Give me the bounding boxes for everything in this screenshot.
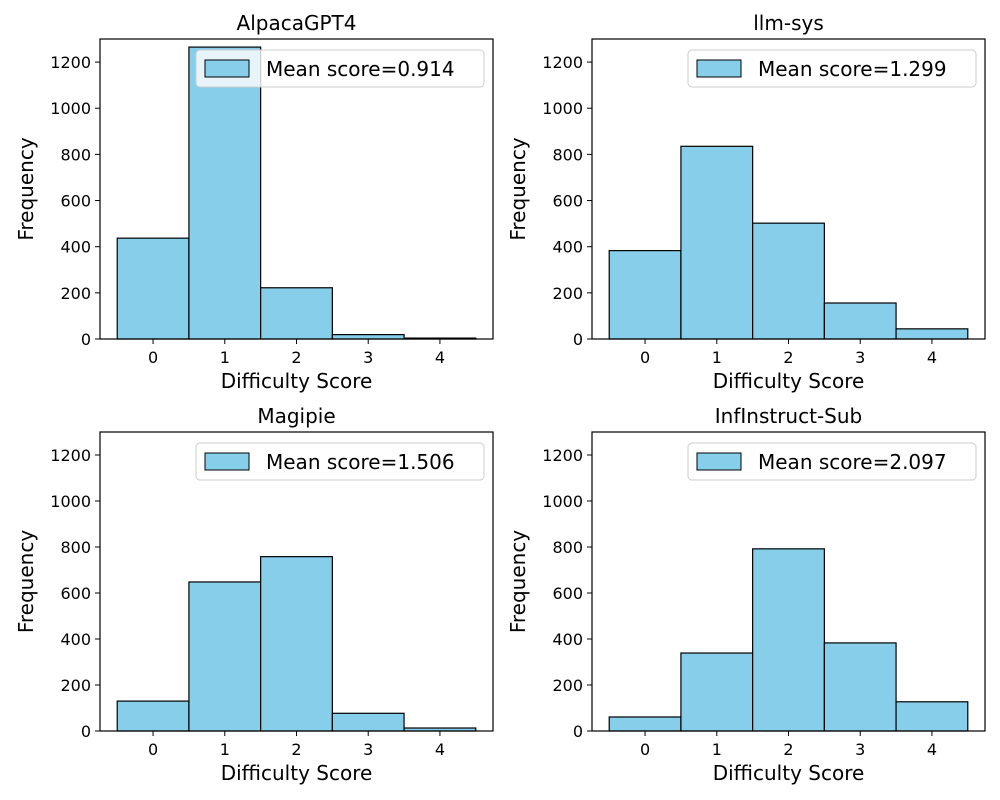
histogram-bar <box>116 700 190 732</box>
x-tick-label: 4 <box>927 740 937 759</box>
legend: Mean score=0.914 <box>195 49 485 88</box>
y-tick-label: 400 <box>60 630 91 649</box>
y-tick-label: 1000 <box>50 99 91 118</box>
x-tick-label: 0 <box>640 348 650 367</box>
y-tick-label: 800 <box>552 538 583 557</box>
y-tick-label: 200 <box>552 284 583 303</box>
legend: Mean score=2.097 <box>687 442 977 481</box>
histogram-bar <box>680 145 754 340</box>
legend-label: Mean score=1.506 <box>266 450 455 474</box>
y-tick-label: 0 <box>573 722 583 741</box>
subplot-4: 0 1 2 3 4 0 200 400 600 800 1000 1200 InfInstruct-Su… <box>506 404 986 785</box>
x-tick-label: 2 <box>291 348 301 367</box>
x-tick-label: 3 <box>363 348 373 367</box>
y-tick-label: 800 <box>552 145 583 164</box>
histogram-bar <box>188 581 262 732</box>
legend: Mean score=1.506 <box>195 442 485 481</box>
x-axis-label: Difficulty Score <box>221 761 373 785</box>
x-tick-label: 0 <box>148 348 158 367</box>
legend-swatch <box>204 59 250 78</box>
y-tick-label: 400 <box>552 238 583 257</box>
y-tick-label: 1200 <box>50 446 91 465</box>
subplot-title: Magipie <box>257 404 335 428</box>
subplot-1: 0 1 2 3 4 0 200 400 600 800 1000 1200 AlpacaGPT4 Diff… <box>14 11 494 393</box>
x-axis-label: Difficulty Score <box>713 369 865 393</box>
y-axis-label: Frequency <box>14 137 38 240</box>
y-tick-label: 600 <box>60 584 91 603</box>
histogram-bar <box>608 250 682 340</box>
histogram-bar <box>608 716 682 732</box>
histogram-bar <box>895 701 969 732</box>
x-tick-label: 0 <box>148 740 158 759</box>
y-tick-label: 600 <box>60 192 91 211</box>
y-tick-label: 1000 <box>542 492 583 511</box>
x-tick-label: 1 <box>220 348 230 367</box>
subplot-title: InfInstruct-Sub <box>715 404 862 428</box>
y-tick-label: 1200 <box>542 446 583 465</box>
legend-label: Mean score=1.299 <box>758 57 947 81</box>
y-tick-label: 1200 <box>542 53 583 72</box>
y-tick-label: 600 <box>552 192 583 211</box>
x-axis-label: Difficulty Score <box>221 369 373 393</box>
subplot-title: AlpacaGPT4 <box>237 11 357 35</box>
legend-box <box>687 442 977 481</box>
x-axis-label: Difficulty Score <box>713 761 865 785</box>
x-tick-label: 4 <box>435 348 445 367</box>
y-tick-label: 0 <box>573 330 583 349</box>
y-tick-label: 800 <box>60 145 91 164</box>
x-tick-label: 4 <box>927 348 937 367</box>
x-tick-label: 1 <box>220 740 230 759</box>
legend-box <box>195 442 485 481</box>
subplot-2: 0 1 2 3 4 0 200 400 600 800 1000 1200 llm-sys Difficu… <box>506 11 986 393</box>
legend-label: Mean score=0.914 <box>266 57 455 81</box>
histogram-bar <box>823 642 897 732</box>
y-tick-label: 1000 <box>50 492 91 511</box>
x-tick-label: 2 <box>783 348 793 367</box>
x-tick-label: 1 <box>712 348 722 367</box>
histogram-bar <box>116 237 190 340</box>
legend-swatch <box>696 59 742 78</box>
y-tick-label: 1000 <box>542 99 583 118</box>
x-tick-label: 2 <box>783 740 793 759</box>
histogram-bar <box>752 548 825 732</box>
histogram-bar <box>680 652 754 732</box>
y-axis-label: Frequency <box>14 530 38 633</box>
histogram-bar <box>823 302 897 340</box>
x-tick-label: 3 <box>855 740 865 759</box>
y-tick-label: 400 <box>60 238 91 257</box>
y-axis-label: Frequency <box>506 137 530 240</box>
histogram-bar <box>260 556 333 732</box>
y-axis-label: Frequency <box>506 530 530 633</box>
y-tick-label: 1200 <box>50 53 91 72</box>
y-tick-label: 200 <box>552 676 583 695</box>
y-tick-label: 200 <box>60 284 91 303</box>
histogram-bar <box>331 712 405 732</box>
x-tick-label: 3 <box>363 740 373 759</box>
histogram-bar <box>188 46 262 340</box>
y-tick-label: 0 <box>81 722 91 741</box>
legend-label: Mean score=2.097 <box>758 450 947 474</box>
histogram-bar <box>260 287 333 340</box>
legend-swatch <box>204 452 250 471</box>
legend-box <box>687 49 977 88</box>
subplot-title: llm-sys <box>753 11 824 35</box>
y-tick-label: 800 <box>60 538 91 557</box>
histogram-bar <box>331 334 405 340</box>
legend-box <box>195 49 485 88</box>
x-tick-label: 4 <box>435 740 445 759</box>
y-tick-label: 200 <box>60 676 91 695</box>
x-tick-label: 0 <box>640 740 650 759</box>
y-tick-label: 0 <box>81 330 91 349</box>
x-tick-label: 2 <box>291 740 301 759</box>
subplot-3: 0 1 2 3 4 0 200 400 600 800 1000 1200 Magipie Difficu… <box>14 404 494 785</box>
histogram-bar <box>752 222 825 340</box>
x-tick-label: 1 <box>712 740 722 759</box>
y-tick-label: 600 <box>552 584 583 603</box>
legend-swatch <box>696 452 742 471</box>
histogram-bar <box>895 328 969 340</box>
y-tick-label: 400 <box>552 630 583 649</box>
legend: Mean score=1.299 <box>687 49 977 88</box>
x-tick-label: 3 <box>855 348 865 367</box>
